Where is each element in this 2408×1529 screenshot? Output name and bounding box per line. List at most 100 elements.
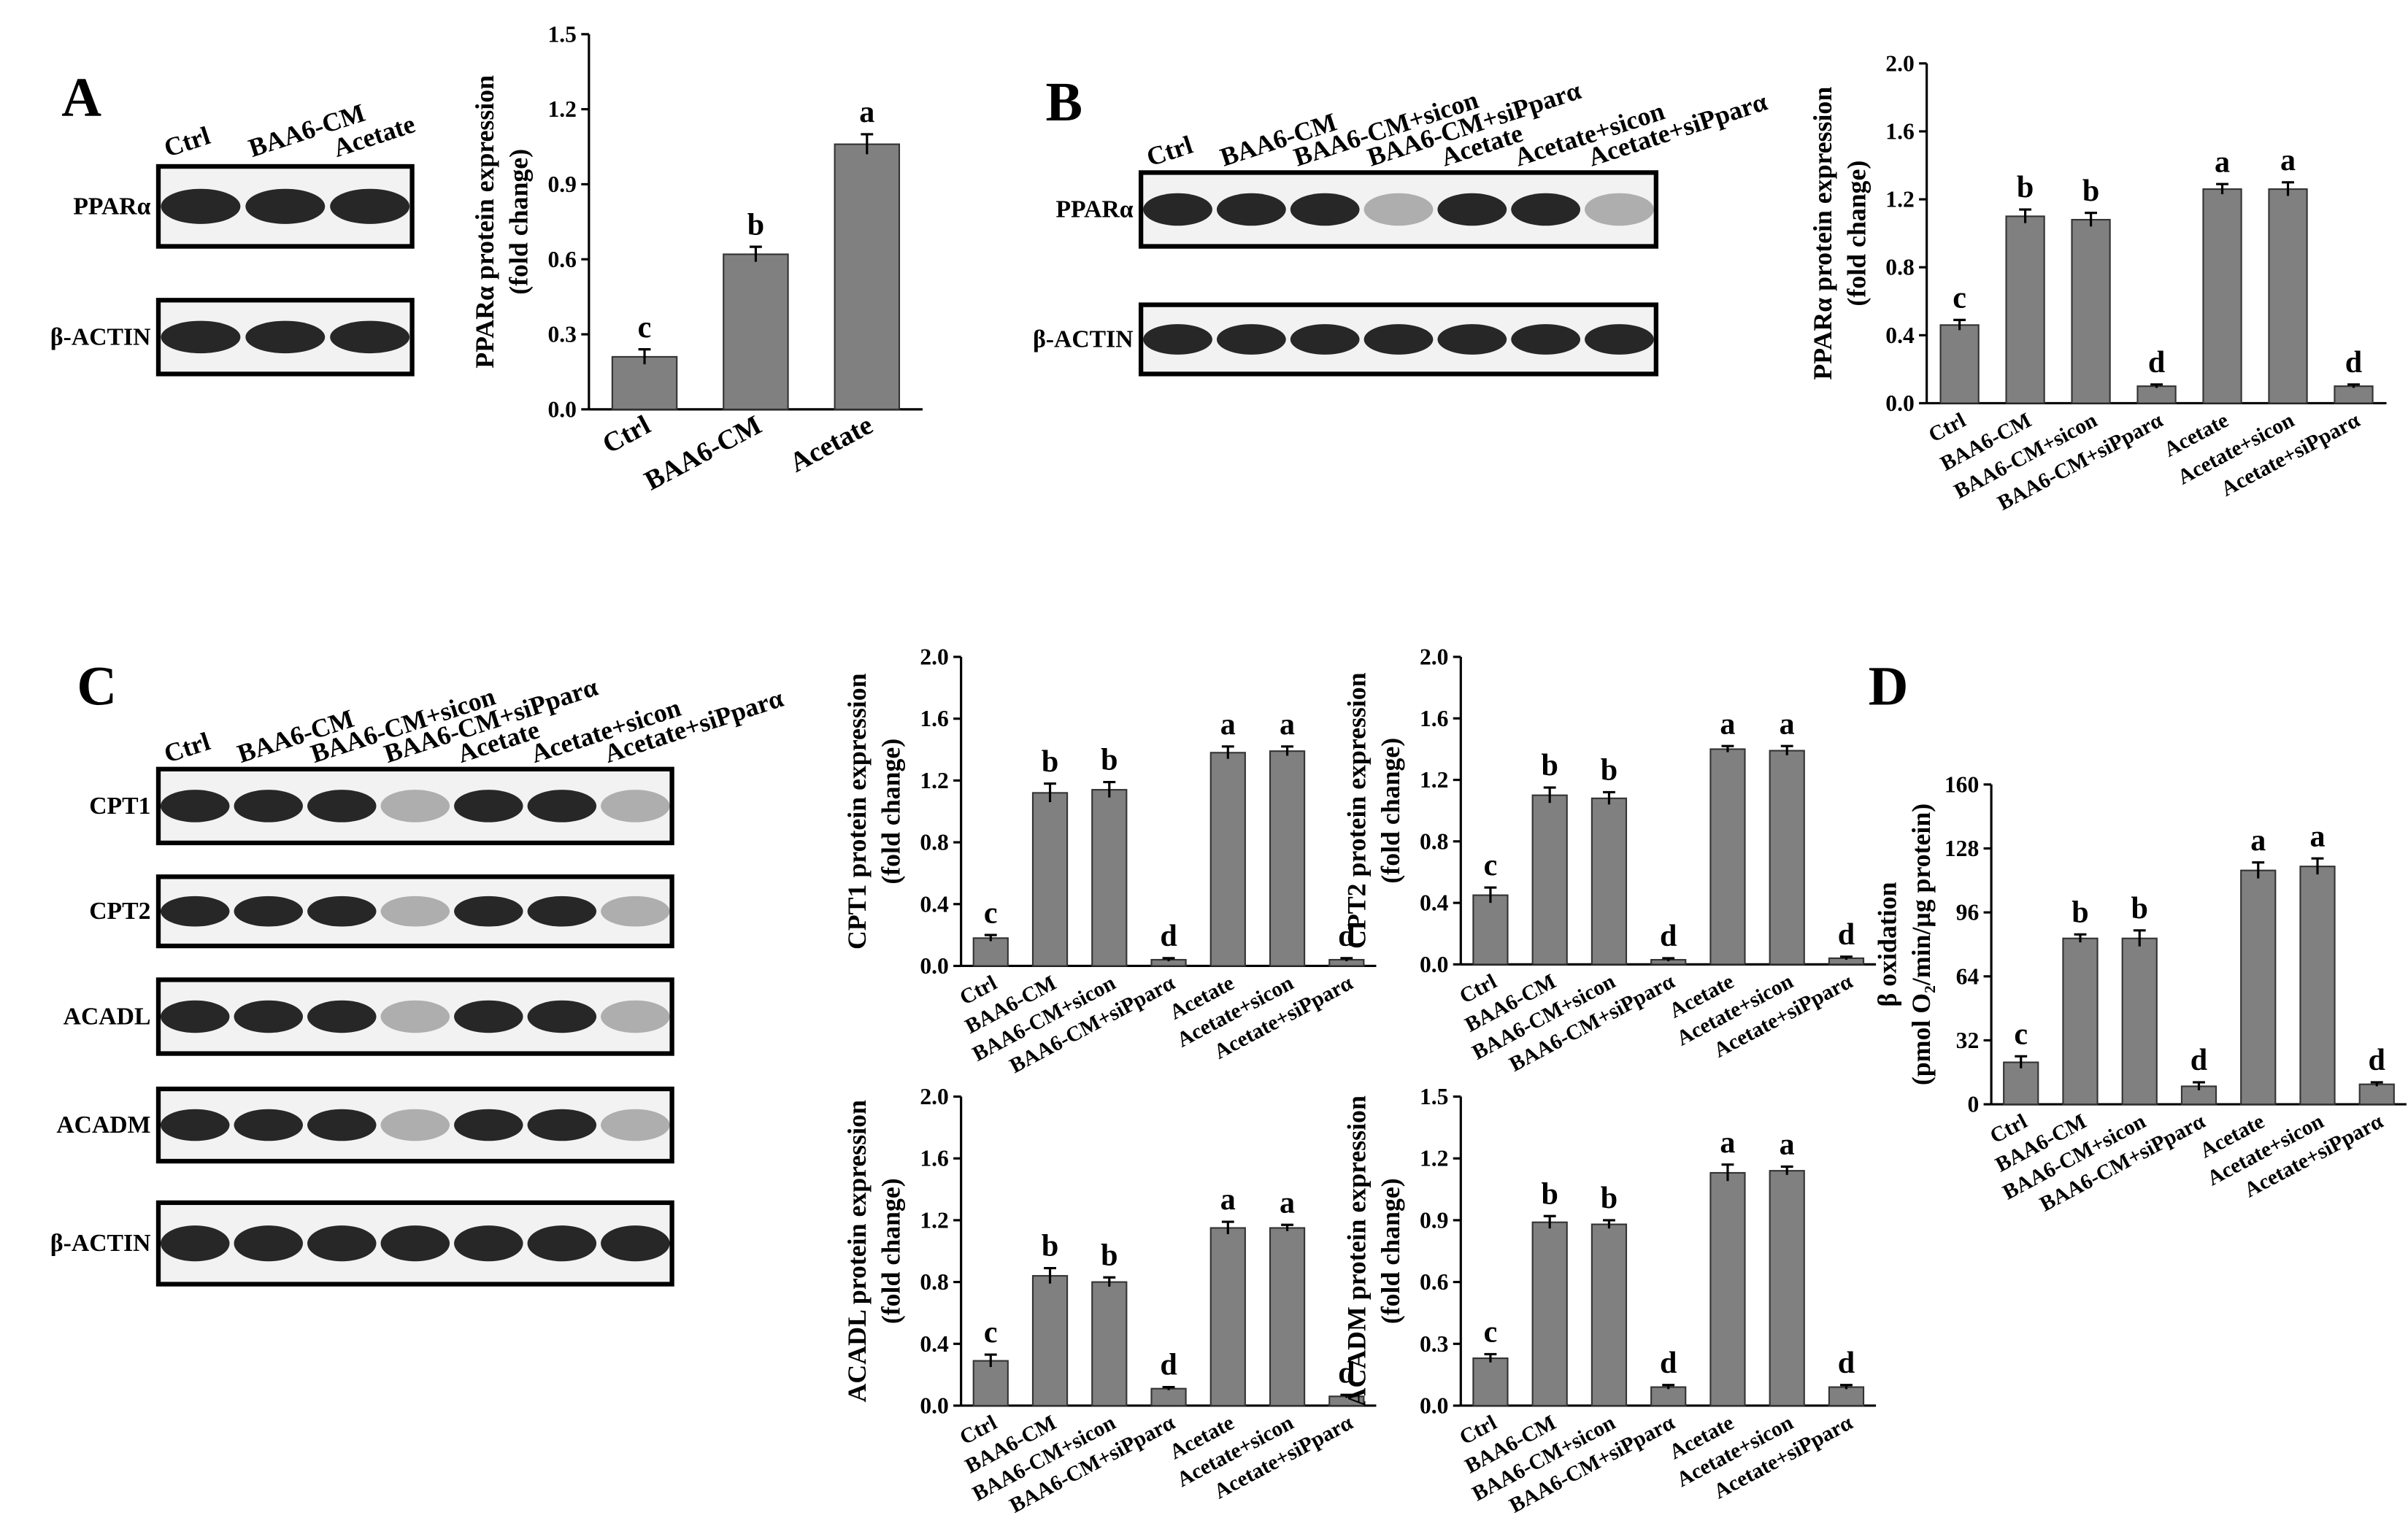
blot-band bbox=[601, 790, 670, 823]
bar bbox=[1209, 1227, 1246, 1407]
blot-band bbox=[1511, 324, 1581, 355]
blot-band bbox=[527, 1225, 597, 1262]
blot-band bbox=[1437, 324, 1507, 355]
blot-band bbox=[307, 1000, 377, 1033]
blot-band bbox=[234, 1000, 304, 1033]
y-axis-label: (fold change) bbox=[1376, 738, 1405, 884]
y-tick-label: 64 bbox=[1956, 963, 1980, 989]
y-tick-label: 0.6 bbox=[1420, 1269, 1448, 1295]
bar bbox=[972, 937, 1009, 967]
significance-letter: c bbox=[984, 1315, 998, 1349]
significance-letter: a bbox=[1780, 706, 1795, 741]
bar bbox=[1709, 1171, 1746, 1407]
significance-letter: d bbox=[1838, 1346, 1855, 1380]
blot-band bbox=[307, 896, 377, 927]
blot-band bbox=[527, 1109, 597, 1141]
significance-letter: b bbox=[1042, 1229, 1058, 1263]
y-tick-label: 160 bbox=[1945, 771, 1979, 797]
y-tick-label: 96 bbox=[1956, 900, 1980, 925]
blot-band bbox=[1363, 324, 1434, 355]
significance-letter: a bbox=[1220, 707, 1236, 742]
y-tick-label: 1.2 bbox=[1420, 767, 1448, 793]
blot-band bbox=[330, 188, 410, 224]
blot-band bbox=[1143, 193, 1212, 226]
blot-band bbox=[601, 1225, 670, 1262]
bar bbox=[2062, 937, 2099, 1106]
bar bbox=[1590, 797, 1628, 966]
y-tick-label: 0 bbox=[1967, 1092, 1979, 1117]
significance-letter: b bbox=[1101, 743, 1118, 777]
significance-letter: b bbox=[1042, 744, 1058, 779]
row-label: PPARα bbox=[1055, 196, 1133, 223]
bar bbox=[1472, 894, 1509, 966]
blot-band bbox=[307, 1225, 377, 1262]
significance-letter: d bbox=[1660, 1346, 1677, 1380]
y-tick-label: 0.6 bbox=[548, 247, 577, 272]
y-tick-label: 128 bbox=[1945, 836, 1979, 861]
blot-band bbox=[160, 1000, 230, 1033]
significance-letter: a bbox=[2309, 819, 2325, 853]
y-tick-label: 1.2 bbox=[548, 96, 577, 122]
significance-letter: d bbox=[1160, 919, 1177, 953]
blot-band bbox=[454, 1225, 523, 1262]
significance-letter: c bbox=[984, 896, 998, 930]
blot-band bbox=[380, 1225, 450, 1262]
blot-band bbox=[527, 896, 597, 927]
bar bbox=[2121, 937, 2158, 1106]
y-axis-label: (fold change) bbox=[504, 149, 534, 295]
significance-letter: d bbox=[1338, 1355, 1355, 1390]
panel-label: A bbox=[61, 66, 101, 128]
y-tick-label: 0.3 bbox=[1420, 1331, 1448, 1357]
lane-label: Ctrl bbox=[1143, 130, 1196, 172]
blot-band bbox=[380, 1109, 450, 1141]
y-tick-label: 1.6 bbox=[1420, 706, 1448, 731]
blot-band bbox=[307, 1109, 377, 1141]
row-label: ACADM bbox=[56, 1112, 150, 1139]
y-axis-label: PPARα protein expression bbox=[1808, 87, 1837, 380]
y-tick-label: 0.4 bbox=[920, 891, 949, 917]
significance-letter: d bbox=[1660, 919, 1677, 953]
significance-letter: d bbox=[2369, 1043, 2385, 1077]
blot-band bbox=[234, 1109, 304, 1141]
y-axis-label: CPT1 protein expression bbox=[842, 673, 872, 950]
significance-letter: b bbox=[2017, 170, 2034, 204]
bar bbox=[1091, 789, 1128, 967]
blot-band bbox=[161, 188, 241, 224]
bar bbox=[1031, 792, 1069, 967]
y-axis-label: CPT2 protein expression bbox=[1342, 672, 1372, 949]
blot-band bbox=[161, 320, 241, 354]
y-tick-label: 1.2 bbox=[920, 768, 948, 793]
blot-band bbox=[234, 790, 304, 823]
y-tick-label: 0.8 bbox=[1420, 828, 1448, 854]
y-tick-label: 0.0 bbox=[1420, 952, 1448, 977]
blot-band bbox=[234, 896, 304, 927]
panel-label: D bbox=[1869, 655, 1909, 717]
significance-letter: d bbox=[2345, 345, 2362, 380]
y-axis-label: ACADM protein expression bbox=[1342, 1095, 1372, 1406]
significance-letter: b bbox=[2072, 895, 2088, 929]
bar bbox=[1828, 1386, 1865, 1407]
y-axis-label: PPARα protein expression bbox=[470, 75, 499, 369]
significance-letter: b bbox=[1541, 1176, 1558, 1211]
bar bbox=[2299, 866, 2336, 1106]
blot-band bbox=[527, 790, 597, 823]
row-label: PPARα bbox=[73, 193, 150, 220]
significance-letter: a bbox=[1780, 1128, 1795, 1162]
blot-band bbox=[527, 1000, 597, 1033]
y-axis-label: (pmol O₂/min/μg protein) bbox=[1907, 804, 1936, 1085]
row-label: CPT1 bbox=[89, 793, 150, 820]
y-axis-label: (fold change) bbox=[1376, 1178, 1405, 1324]
y-tick-label: 0.8 bbox=[920, 830, 948, 855]
bar bbox=[1531, 794, 1568, 966]
bar bbox=[2268, 188, 2308, 404]
y-tick-label: 1.6 bbox=[1885, 119, 1914, 145]
bar bbox=[1472, 1357, 1509, 1407]
row-label: ACADL bbox=[64, 1004, 151, 1031]
y-axis-label: (fold change) bbox=[876, 1178, 905, 1324]
y-tick-label: 0.3 bbox=[548, 322, 577, 347]
y-tick-label: 0.4 bbox=[1885, 323, 1915, 348]
blot-band bbox=[330, 320, 410, 354]
y-tick-label: 0.9 bbox=[548, 172, 577, 197]
bar bbox=[834, 143, 901, 410]
significance-letter: c bbox=[638, 310, 652, 344]
